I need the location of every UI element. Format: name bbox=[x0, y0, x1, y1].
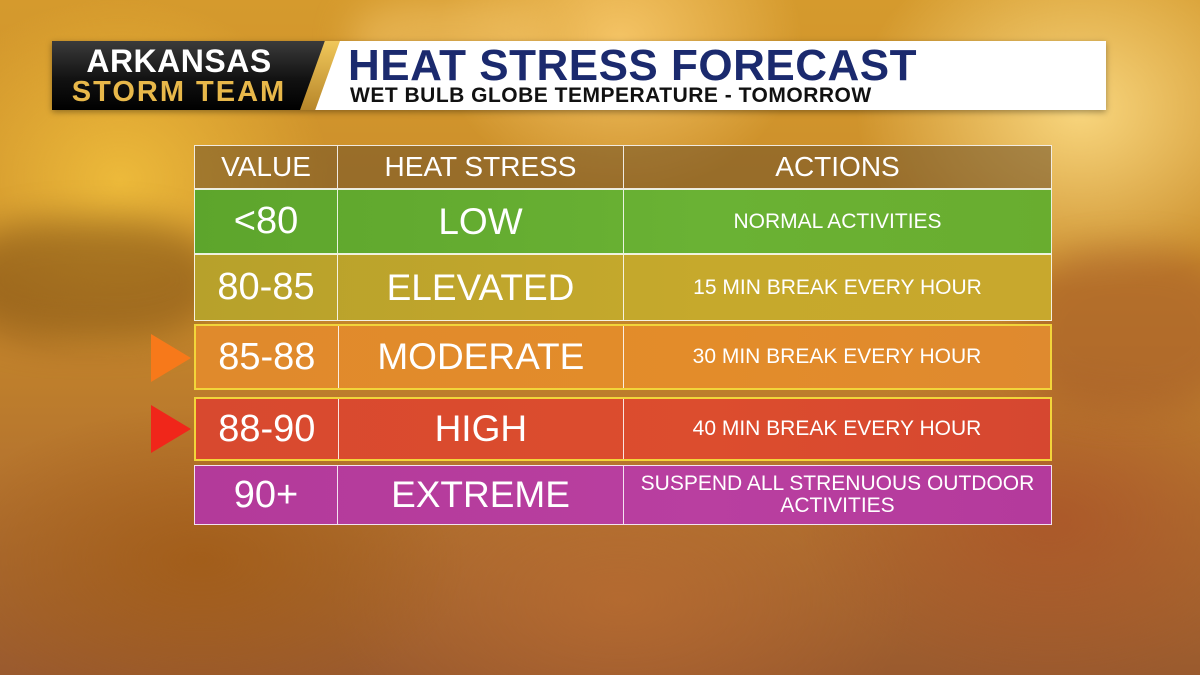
row-value: 90+ bbox=[195, 466, 338, 524]
column-header-heat-stress: HEAT STRESS bbox=[338, 146, 624, 188]
column-header-actions: ACTIONS bbox=[775, 151, 900, 182]
row-value: 88-90 bbox=[196, 399, 339, 459]
row-action: 15 MIN BREAK EVERY HOUR bbox=[693, 275, 982, 299]
page-title: HEAT STRESS FORECAST bbox=[348, 41, 918, 90]
table-row-moderate: 85-88 MODERATE 30 MIN BREAK EVERY HOUR bbox=[194, 324, 1052, 390]
row-action: 30 MIN BREAK EVERY HOUR bbox=[692, 345, 982, 368]
logo-line2: STORM TEAM bbox=[71, 75, 287, 108]
table-row-low: <80 LOW NORMAL ACTIVITIES bbox=[194, 189, 1052, 254]
background-blur bbox=[0, 220, 220, 340]
row-action: NORMAL ACTIVITIES bbox=[733, 209, 942, 233]
row-value: <80 bbox=[195, 190, 338, 253]
station-logo: ARKANSAS STORM TEAM bbox=[52, 41, 330, 110]
row-level: ELEVATED bbox=[338, 255, 624, 320]
row-action: 40 MIN BREAK EVERY HOUR bbox=[692, 417, 982, 440]
page-subtitle: WET BULB GLOBE TEMPERATURE - TOMORROW bbox=[350, 84, 872, 107]
header-bar: ARKANSAS STORM TEAM HEAT STRESS FORECAST… bbox=[52, 41, 1106, 110]
row-level: HIGH bbox=[339, 399, 624, 459]
table-row-elevated: 80-85 ELEVATED 15 MIN BREAK EVERY HOUR bbox=[194, 254, 1052, 321]
high-marker-arrow-icon bbox=[151, 405, 191, 453]
row-level: EXTREME bbox=[338, 466, 624, 524]
table-header-row: VALUE HEAT STRESS ACTIONS bbox=[194, 145, 1052, 189]
moderate-marker-arrow-icon bbox=[151, 334, 191, 382]
row-value: 85-88 bbox=[196, 326, 339, 388]
column-header-value: VALUE bbox=[195, 146, 338, 188]
logo-line1: ARKANSAS bbox=[86, 42, 272, 79]
row-level: LOW bbox=[338, 190, 624, 253]
table-row-extreme: 90+ EXTREME SUSPEND ALL STRENUOUS OUTDOO… bbox=[194, 465, 1052, 525]
row-level: MODERATE bbox=[339, 326, 624, 388]
table-row-high: 88-90 HIGH 40 MIN BREAK EVERY HOUR bbox=[194, 397, 1052, 461]
row-value: 80-85 bbox=[195, 255, 338, 320]
row-action: SUSPEND ALL STRENUOUS OUTDOOR ACTIVITIES bbox=[640, 472, 1035, 517]
